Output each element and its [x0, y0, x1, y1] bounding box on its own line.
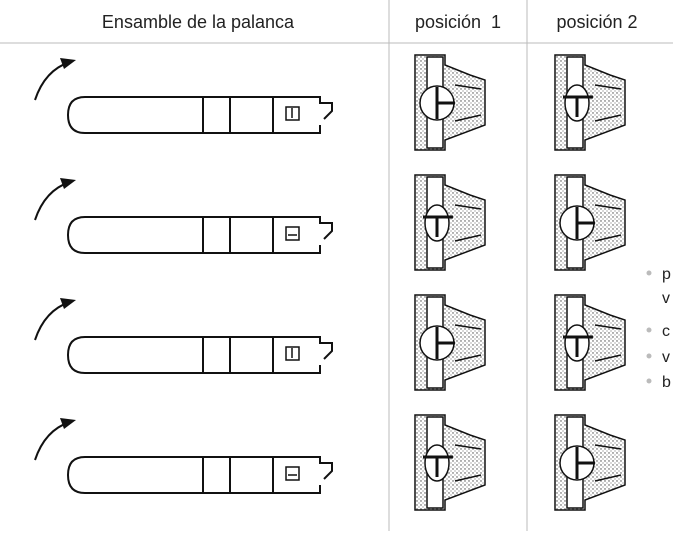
valve-port — [594, 204, 622, 210]
lever-symbol — [285, 226, 300, 241]
lever-body — [66, 216, 333, 254]
lever-symbol — [285, 346, 300, 361]
valve-port — [594, 114, 622, 122]
valve-port — [454, 354, 482, 362]
lever-arrowhead — [60, 418, 76, 429]
valve-port — [594, 84, 622, 90]
valve-gate — [575, 447, 595, 479]
lever-body — [66, 96, 333, 134]
lever-symbol — [285, 466, 300, 481]
lever-arrowhead — [60, 298, 76, 309]
valve-drawing — [414, 54, 486, 151]
bullet — [646, 353, 652, 359]
valve-port — [594, 234, 622, 242]
valve-gate — [563, 95, 593, 117]
list-item: c — [662, 323, 670, 340]
lever-drawing — [34, 178, 333, 254]
lever-drawing — [34, 298, 333, 374]
valve-gate — [423, 215, 453, 237]
valve-gate — [423, 455, 453, 477]
column-header: posición 1 — [415, 12, 501, 32]
valve-port — [454, 234, 482, 242]
valve-port — [594, 444, 622, 450]
valve-port — [454, 84, 482, 90]
valve-drawing — [554, 414, 626, 511]
valve-gate — [435, 327, 455, 359]
lever-arrowhead — [60, 178, 76, 189]
valve-gate — [435, 87, 455, 119]
valve-drawing — [414, 174, 486, 271]
lever-symbol — [285, 106, 300, 121]
valve-gate — [575, 207, 595, 239]
column-header: posición 2 — [556, 12, 637, 32]
valve-drawing — [414, 294, 486, 391]
lever-drawing — [34, 58, 333, 134]
bullet — [646, 270, 652, 276]
valve-port — [594, 324, 622, 330]
valve-drawing — [414, 414, 486, 511]
valve-port — [454, 204, 482, 210]
lever-arrowhead — [60, 58, 76, 69]
bullet — [646, 327, 652, 333]
bullet — [646, 378, 652, 384]
valve-port — [454, 114, 482, 122]
lever-drawing — [34, 418, 333, 494]
illustrations — [34, 54, 626, 511]
list-item: v — [662, 349, 670, 366]
lever-body — [66, 336, 333, 374]
valve-port — [594, 474, 622, 482]
valve-drawing — [554, 174, 626, 271]
valve-port — [594, 354, 622, 362]
valve-drawing — [554, 294, 626, 391]
list-item: p — [662, 266, 671, 283]
column-header: Ensamble de la palanca — [102, 12, 295, 32]
list-item: b — [662, 374, 671, 391]
valve-gate — [563, 335, 593, 357]
valve-port — [454, 324, 482, 330]
valve-port — [454, 444, 482, 450]
list-item: v — [662, 290, 670, 307]
valve-drawing — [554, 54, 626, 151]
valve-port — [454, 474, 482, 482]
lever-body — [66, 456, 333, 494]
